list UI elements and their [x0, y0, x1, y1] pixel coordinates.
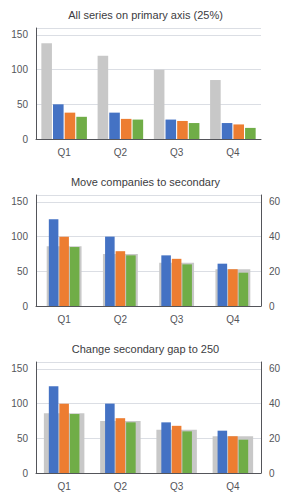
svg-text:100: 100 [11, 231, 28, 242]
svg-text:Q3: Q3 [170, 314, 184, 325]
svg-text:0: 0 [22, 134, 28, 145]
svg-text:50: 50 [17, 433, 29, 444]
svg-text:40: 40 [269, 231, 281, 242]
svg-text:60: 60 [269, 196, 281, 207]
svg-text:Q2: Q2 [114, 147, 128, 158]
svg-text:50: 50 [17, 266, 29, 277]
svg-text:150: 150 [11, 363, 28, 374]
svg-text:Q2: Q2 [114, 481, 128, 492]
svg-text:Q4: Q4 [226, 314, 240, 325]
svg-text:0: 0 [269, 301, 275, 312]
svg-text:60: 60 [269, 363, 281, 374]
svg-text:0: 0 [269, 468, 275, 479]
svg-text:Q4: Q4 [226, 147, 240, 158]
svg-text:150: 150 [11, 196, 28, 207]
svg-text:Q4: Q4 [226, 481, 240, 492]
svg-text:150: 150 [11, 29, 28, 40]
svg-text:Q1: Q1 [57, 481, 71, 492]
svg-text:Q1: Q1 [57, 147, 71, 158]
svg-text:0: 0 [22, 301, 28, 312]
svg-text:Change secondary gap to 250: Change secondary gap to 250 [72, 343, 219, 355]
svg-text:All series on primary axis (25: All series on primary axis (25%) [68, 9, 223, 21]
svg-text:20: 20 [269, 433, 281, 444]
svg-text:100: 100 [11, 64, 28, 75]
svg-text:50: 50 [17, 99, 29, 110]
svg-text:Q3: Q3 [170, 481, 184, 492]
svg-text:0: 0 [22, 468, 28, 479]
svg-text:Q3: Q3 [170, 147, 184, 158]
svg-text:Q1: Q1 [57, 314, 71, 325]
svg-text:Q2: Q2 [114, 314, 128, 325]
svg-text:40: 40 [269, 398, 281, 409]
svg-text:20: 20 [269, 266, 281, 277]
svg-text:100: 100 [11, 398, 28, 409]
svg-text:Move companies to secondary: Move companies to secondary [71, 176, 221, 188]
